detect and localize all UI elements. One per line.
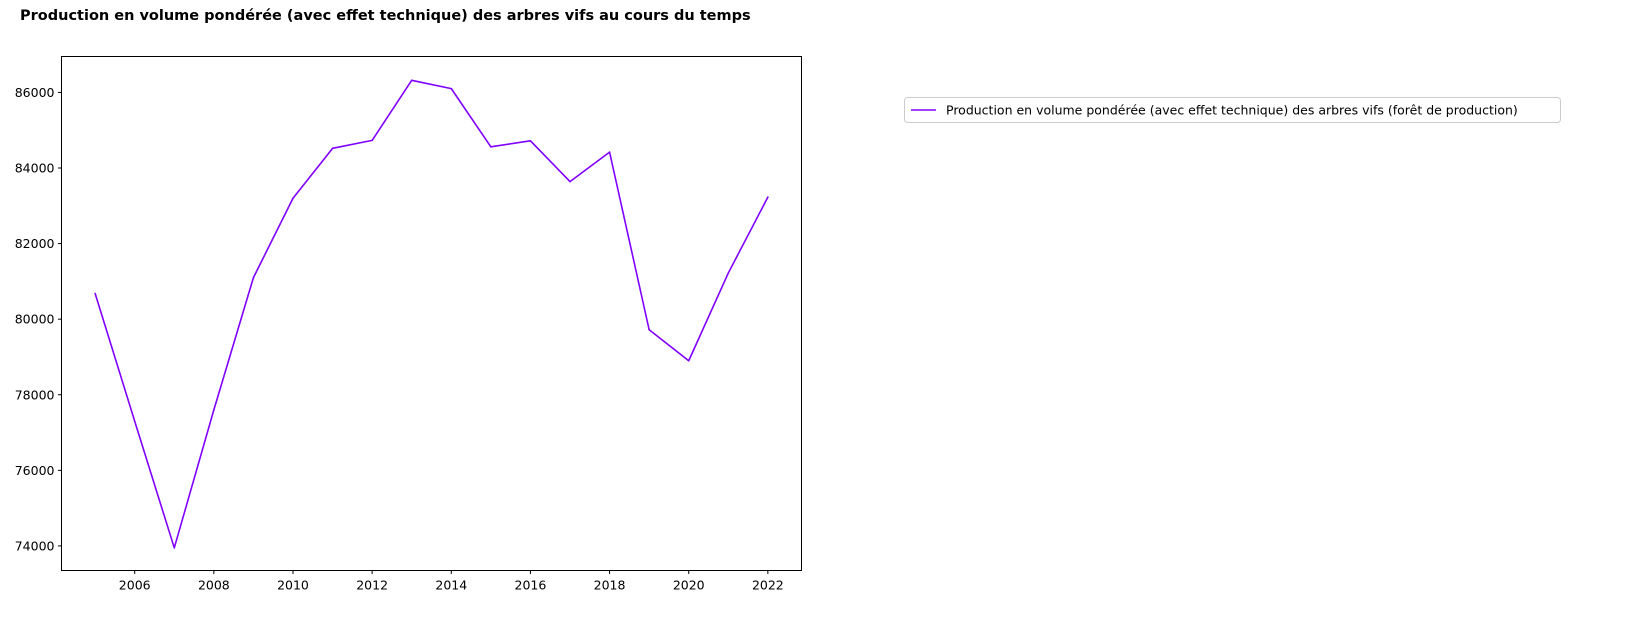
- x-tick-label: 2022: [752, 578, 784, 593]
- data-point: [450, 87, 453, 90]
- chart-title: Production en volume pondérée (avec effe…: [20, 8, 751, 24]
- legend-box: [904, 97, 1561, 123]
- x-tick-label: 2008: [198, 578, 230, 593]
- x-tick-label: 2020: [673, 578, 705, 593]
- legend: Production en volume pondérée (avec effe…: [904, 97, 1561, 123]
- series-line: [94, 79, 769, 549]
- x-axis: 2006 2008 2010 2012 2014 2016 2018 2020 2022: [119, 570, 784, 593]
- data-point: [133, 420, 136, 423]
- data-point: [608, 151, 611, 153]
- x-tick-label: 2018: [594, 578, 626, 593]
- data-point: [727, 272, 730, 274]
- data-point: [252, 276, 255, 279]
- plot-frame: [61, 56, 802, 571]
- data-point: [767, 196, 769, 198]
- x-tick-label: 2016: [515, 578, 547, 593]
- data-point: [173, 547, 176, 549]
- data-point: [410, 79, 413, 82]
- data-point: [94, 292, 96, 295]
- data-point: [213, 409, 215, 411]
- y-tick-label: 74000: [15, 538, 55, 553]
- data-point: [371, 139, 373, 142]
- data-point: [687, 359, 690, 362]
- y-tick-label: 80000: [15, 312, 55, 327]
- data-point: [490, 146, 492, 148]
- y-axis: 74000 76000 78000 80000 82000 84000 86000: [15, 85, 62, 553]
- x-tick-label: 2014: [435, 578, 467, 593]
- legend-label: Production en volume pondérée (avec effe…: [946, 103, 1518, 118]
- y-tick-label: 86000: [15, 85, 55, 100]
- data-point: [529, 139, 532, 142]
- series-layer: [94, 79, 769, 549]
- x-tick-label: 2012: [356, 578, 388, 593]
- data-point: [648, 328, 650, 331]
- y-tick-label: 78000: [15, 387, 55, 402]
- y-tick-label: 82000: [15, 236, 55, 251]
- data-point: [331, 147, 334, 150]
- data-point: [292, 197, 294, 200]
- x-tick-label: 2010: [277, 578, 309, 593]
- y-tick-label: 84000: [15, 160, 55, 175]
- data-point: [569, 180, 571, 183]
- x-tick-label: 2006: [119, 578, 151, 593]
- y-tick-label: 76000: [15, 463, 55, 478]
